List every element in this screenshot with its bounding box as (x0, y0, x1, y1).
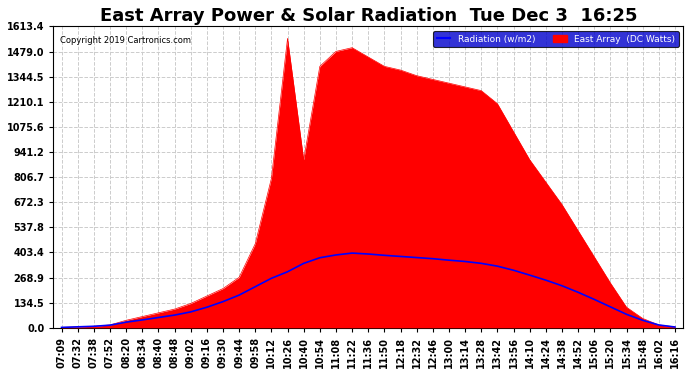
Text: Copyright 2019 Cartronics.com: Copyright 2019 Cartronics.com (60, 36, 190, 45)
Legend: Radiation (w/m2), East Array  (DC Watts): Radiation (w/m2), East Array (DC Watts) (433, 31, 678, 47)
Title: East Array Power & Solar Radiation  Tue Dec 3  16:25: East Array Power & Solar Radiation Tue D… (99, 7, 637, 25)
